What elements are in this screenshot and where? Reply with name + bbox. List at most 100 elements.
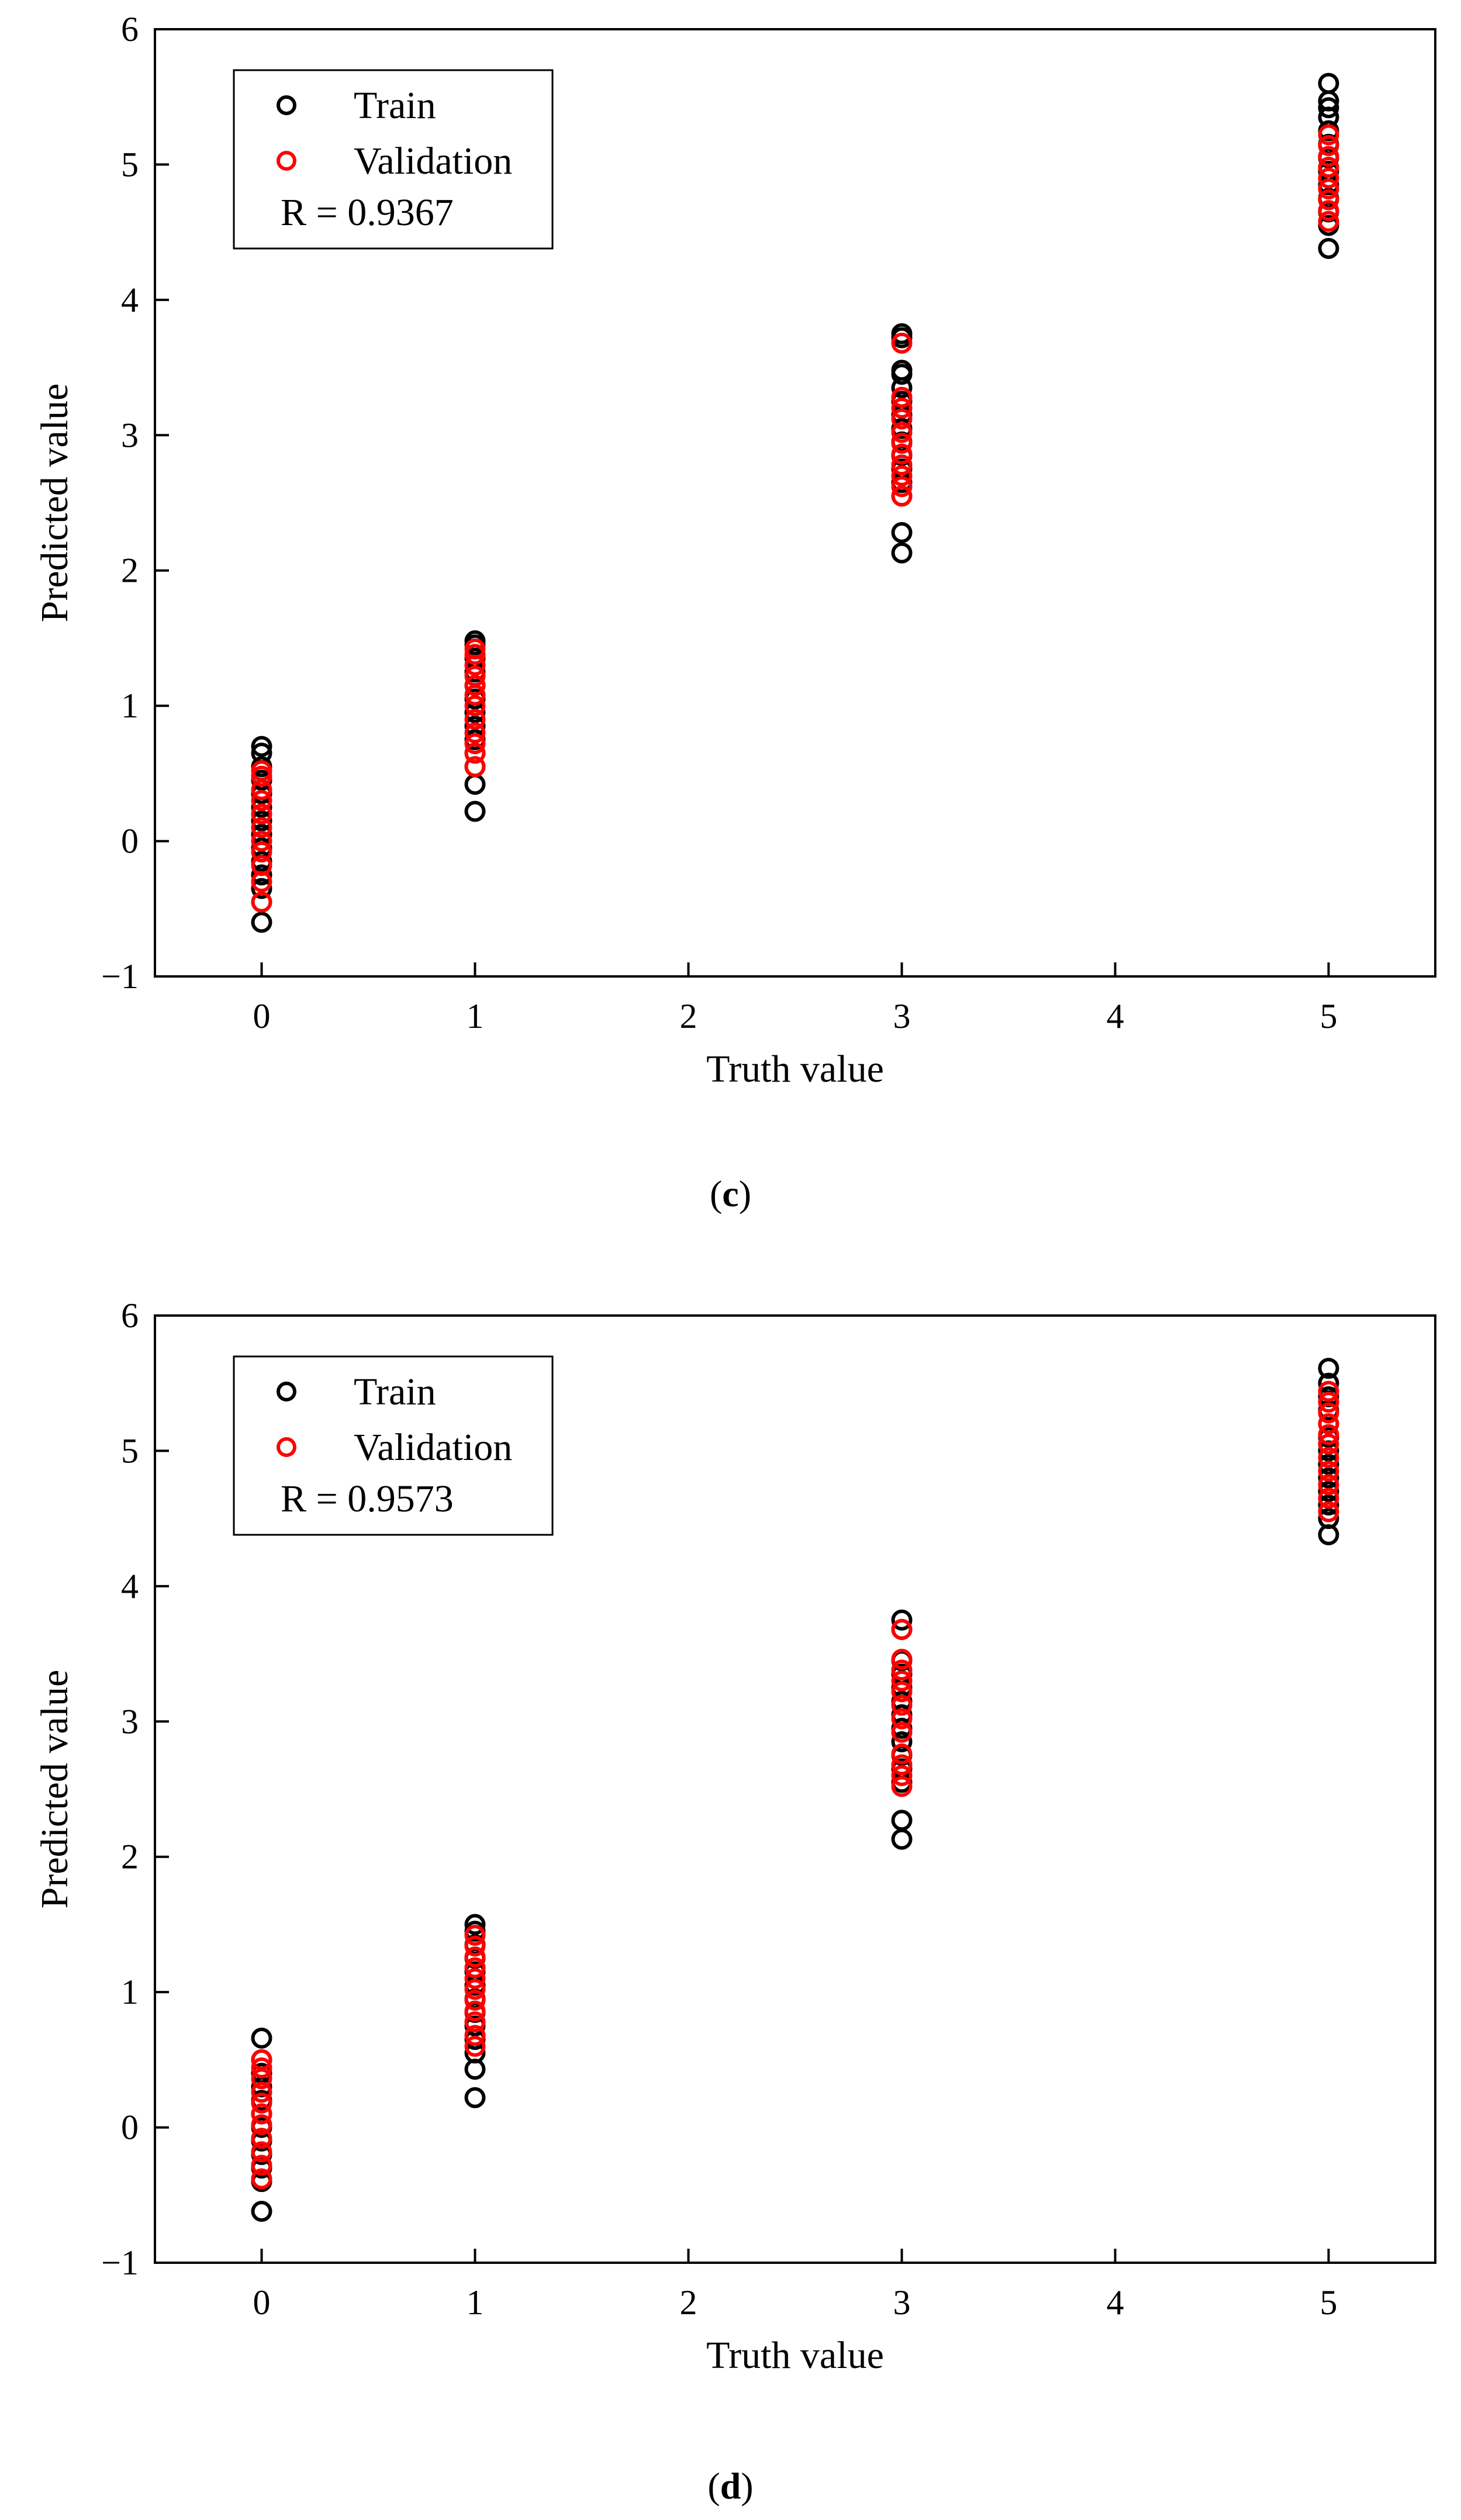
validation-point [464,665,486,687]
train-point [1318,1467,1339,1489]
validation-point [891,1721,913,1743]
train-point [891,1609,913,1631]
validation-point [464,1924,486,1946]
validation-point [464,1946,486,1967]
plot-frame [154,28,1436,978]
y-tick-label: 0 [121,822,139,861]
chart-panel-c: 0 1 2 3 4 5 −1 0 1 2 3 4 5 6 Truth value Predicted valu… [0,0,1461,1164]
validation-point [251,2128,272,2149]
train-point [464,800,486,822]
legend-marker-validation [277,1437,296,1457]
validation-point [1318,157,1339,178]
x-tick-label: 0 [253,2283,271,2322]
validation-point [464,1957,486,1979]
validation-point [891,1694,913,1716]
legend-label-train: Train [354,1371,436,1413]
y-tick-label: 3 [121,1702,139,1741]
validation-point [251,2092,272,2114]
validation-point [1318,135,1339,157]
validation-point [1318,1413,1339,1435]
validation-point [891,422,913,443]
validation-point [464,675,486,696]
x-tick-label: 4 [1107,997,1124,1035]
validation-point [1318,146,1339,167]
x-tick-label: 1 [467,997,484,1035]
validation-point [891,443,913,465]
validation-point [251,803,272,825]
train-point [1318,97,1339,119]
validation-point [251,790,272,812]
validation-point [891,1618,913,1640]
train-point [891,1731,913,1752]
legend-marker-train [277,1382,296,1401]
y-tick-label: 3 [121,416,139,454]
legend-box [233,1355,554,1536]
legend-label-validation: Validation [354,140,512,182]
validation-point [464,1990,486,2011]
train-point [251,2027,272,2049]
train-point [891,323,913,344]
validation-point [1318,189,1339,210]
x-tick-label: 2 [680,997,697,1035]
validation-point [1318,1433,1339,1455]
validation-point [891,408,913,430]
validation-point [1318,1487,1339,1509]
validation-point [1318,1447,1339,1468]
validation-point [1318,210,1339,232]
y-tick-label: 4 [121,281,139,319]
validation-point [464,2025,486,2046]
validation-point [464,638,486,660]
validation-point [891,1776,913,1797]
train-point [464,1914,486,1935]
validation-point [251,760,272,782]
x-axis-label: Truth value [706,1048,884,1090]
legend-label-validation: Validation [354,1426,512,1469]
caption-label: d [720,2465,741,2507]
validation-point [251,855,272,876]
train-point [464,2087,486,2108]
y-tick-label: 5 [121,1431,139,1470]
panel-caption-d: (d) [0,2464,1461,2508]
train-point [891,360,913,381]
validation-point [1318,124,1339,146]
validation-point [1318,1461,1339,1482]
train-point [891,1810,913,1831]
validation-point [251,2141,272,2163]
validation-point [891,433,913,454]
y-tick-label: 2 [121,551,139,590]
panel-caption-c: (c) [0,1172,1461,1216]
validation-point [891,386,913,408]
validation-point [464,756,486,778]
train-point [1318,1454,1339,1475]
validation-point [891,1754,913,1776]
validation-point [891,1659,913,1681]
y-axis-label: Predicted value [33,1670,76,1909]
validation-point [464,709,486,730]
validation-point [1318,1392,1339,1413]
validation-point [891,398,913,419]
validation-point [891,1681,913,1703]
train-point [1318,1358,1339,1379]
legend-box [233,69,554,250]
validation-point [251,2057,272,2079]
validation-point [464,743,486,764]
validation-point [464,1968,486,1989]
train-point [251,864,272,886]
validation-point [251,891,272,913]
y-tick-label: 5 [121,145,139,184]
y-tick-label: 6 [121,10,139,49]
validation-point [464,2035,486,2057]
validation-point [464,1979,486,2000]
train-point [1318,73,1339,94]
validation-point [891,454,913,476]
validation-point [1318,178,1339,200]
y-tick-label: 2 [121,1838,139,1876]
validation-point [891,1670,913,1691]
validation-point [891,1648,913,1670]
train-point [891,1828,913,1850]
validation-point [891,485,913,507]
validation-point [251,2103,272,2125]
validation-point [1318,1424,1339,1445]
train-point [1318,1494,1339,1516]
correlation-annotation: R = 0.9573 [281,1478,454,1520]
